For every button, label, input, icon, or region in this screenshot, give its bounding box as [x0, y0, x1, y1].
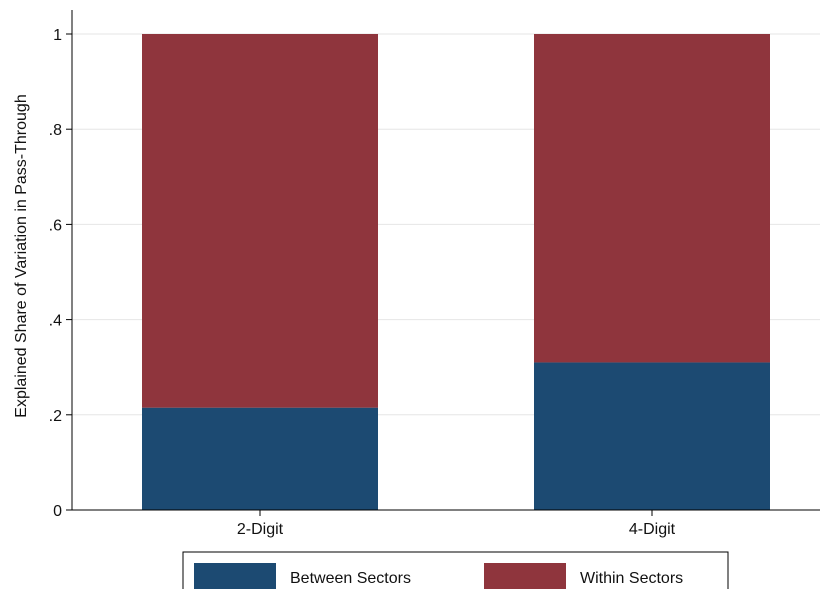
y-tick-label: 0: [53, 503, 62, 520]
bar-within-sectors-2-digit: [142, 34, 378, 408]
y-tick-label: .2: [49, 408, 62, 425]
bar-between-sectors-4-digit: [534, 362, 770, 510]
x-tick-label: 4-Digit: [629, 521, 676, 538]
bar-within-sectors-4-digit: [534, 34, 770, 363]
y-tick-label: .4: [49, 313, 62, 330]
legend-label: Within Sectors: [580, 570, 683, 587]
bars: [142, 34, 770, 510]
legend: Between Sectors Within Sectors: [182, 551, 729, 589]
y-tick-label: .6: [49, 217, 62, 234]
y-tick-label: .8: [49, 122, 62, 139]
legend-label: Between Sectors: [290, 570, 411, 587]
y-axis-title: Explained Share of Variation in Pass-Thr…: [13, 94, 30, 417]
y-axis: 0 .2 .4 .6 .8 1: [49, 10, 73, 520]
legend-swatch: [484, 563, 566, 589]
x-tick-label: 2-Digit: [237, 521, 284, 538]
y-tick-label: 1: [53, 27, 62, 44]
x-axis: 2-Digit 4-Digit: [72, 509, 820, 538]
legend-swatch: [194, 563, 276, 589]
bar-between-sectors-2-digit: [142, 407, 378, 510]
